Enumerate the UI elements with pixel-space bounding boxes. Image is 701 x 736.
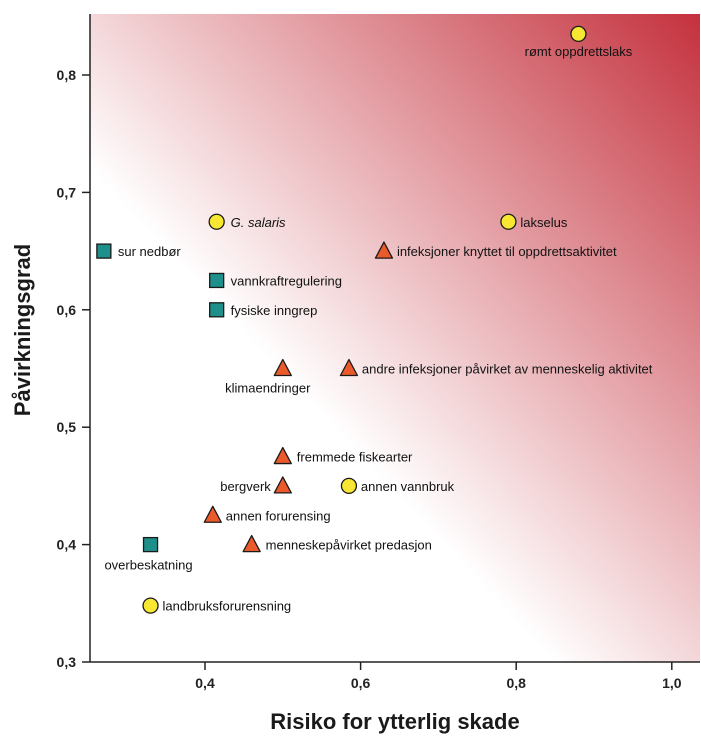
point-label: overbeskatning [104,558,192,573]
point-label: fremmede fiskearter [297,450,413,465]
x-axis-title: Risiko for ytterlig skade [270,709,519,734]
triangle-marker [273,476,292,494]
circle-marker [570,25,587,43]
point-label: bergverk [220,479,271,494]
circle-marker [500,213,517,230]
triangle-marker [273,446,292,465]
square-marker [142,536,159,553]
x-tick-label: 0,8 [506,675,526,691]
point-label: lakselus [520,215,567,230]
x-tick-label: 0,6 [351,675,371,691]
plot-background [90,14,700,662]
square-marker [96,243,112,259]
point-label: menneskepåvirket predasjon [266,538,432,553]
y-tick-label: 0,4 [57,537,77,553]
point-label: sur nedbør [118,244,182,259]
data-points: rømt oppdrettslaks G. salaris lakselus infe… [96,25,653,614]
x-tick-label: 0,4 [195,675,215,691]
tick-labels: 0,3 0,4 0,5 0,6 0,7 0,8 0,4 0,6 0,8 1,0 [57,67,682,691]
y-axis-title: Påvirkningsgrad [10,244,35,416]
circle-marker [208,213,225,230]
y-tick-label: 0,3 [57,654,77,670]
triangle-marker [242,534,261,553]
triangle-marker [339,358,359,377]
point-label: klimaendringer [225,381,311,396]
triangle-marker [374,241,394,259]
circle-marker [340,477,358,495]
y-tick-label: 0,6 [57,302,77,318]
point-label: landbruksforurensning [163,599,292,614]
y-tick-label: 0,8 [57,67,77,83]
triangle-marker [203,505,222,523]
triangle-marker [273,358,292,377]
point-label: infeksjoner knyttet til oppdrettsaktivit… [397,244,617,259]
y-tick-label: 0,7 [57,184,77,200]
x-tick-label: 1,0 [662,675,682,691]
point-label: annen forurensing [226,508,331,523]
point-label: vannkraftregulering [231,273,342,288]
square-marker [209,272,225,289]
circle-marker [142,597,159,614]
point-label: rømt oppdrettslaks [525,44,633,59]
y-tick-label: 0,5 [57,419,77,435]
point-label: annen vannbruk [361,479,455,494]
point-label: fysiske inngrep [231,303,318,318]
point-label: G. salaris [231,215,286,230]
square-marker [209,302,225,318]
axes [89,14,700,663]
point-label: andre infeksjoner påvirket av menneskeli… [362,362,653,377]
